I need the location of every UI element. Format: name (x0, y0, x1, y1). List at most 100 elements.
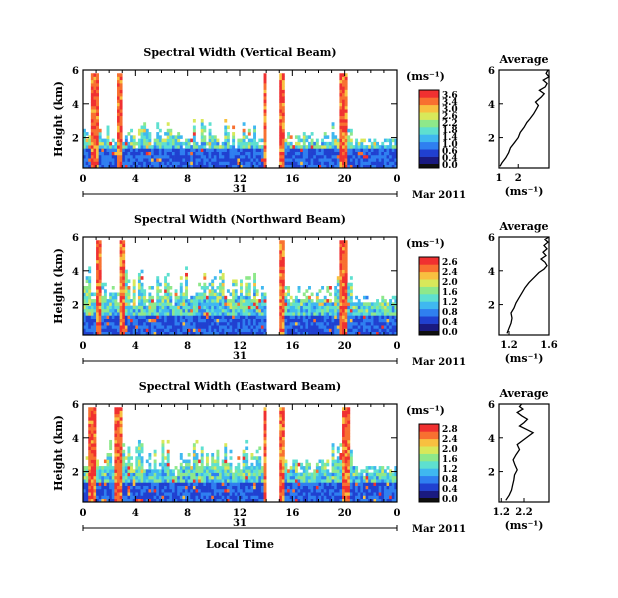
heatmap-cell (321, 475, 325, 480)
heatmap-cell (161, 459, 165, 464)
heatmap-cell (315, 472, 319, 477)
heatmap-cell (130, 312, 134, 316)
heatmap-cell (368, 151, 372, 156)
heatmap-cell (106, 498, 110, 503)
heatmap-cell (302, 135, 306, 139)
heatmap-cell (200, 453, 204, 457)
heatmap-cell (203, 315, 207, 319)
heatmap-cell (137, 475, 141, 480)
heatmap-cell (224, 145, 228, 149)
heatmap-cell (362, 145, 366, 149)
heatmap-cell (96, 299, 99, 303)
heatmap-cell (287, 151, 291, 156)
heatmap-cell (232, 132, 236, 136)
heatmap-cell (143, 145, 147, 149)
heatmap-cell (158, 482, 162, 486)
heatmap-cell (122, 321, 126, 326)
heatmap-cell (279, 135, 283, 139)
heatmap-cell (331, 469, 335, 473)
heatmap-cell (386, 472, 390, 477)
heatmap-cell (203, 164, 207, 169)
heatmap-cell (253, 315, 256, 319)
heatmap-cell (321, 305, 325, 310)
heatmap-cell (376, 485, 379, 490)
heatmap-cell (190, 321, 194, 326)
heatmap-cell (161, 495, 165, 500)
heatmap-cell (177, 475, 181, 480)
heatmap-cell (281, 141, 285, 146)
heatmap-cell (109, 145, 113, 149)
heatmap-cell (263, 315, 267, 319)
heatmap-cell (224, 462, 228, 467)
heatmap-cell (281, 433, 285, 437)
heatmap-cell (362, 164, 366, 169)
heatmap-cell (365, 482, 369, 486)
heatmap-cell (93, 135, 97, 139)
heatmap-cell (122, 145, 126, 149)
heatmap-cell (182, 325, 186, 329)
heatmap-cell (297, 286, 301, 290)
heatmap-cell (281, 102, 285, 107)
heatmap-cell (226, 145, 230, 149)
heatmap-cell (321, 495, 325, 500)
heatmap-cell (208, 148, 212, 152)
heatmap-cell (174, 289, 178, 293)
heatmap-cell (352, 492, 356, 496)
heatmap-cell (281, 466, 285, 470)
heatmap-cell (151, 321, 154, 326)
heatmap-cell (305, 498, 309, 503)
heatmap-cell (279, 495, 283, 500)
heatmap-cell (313, 151, 317, 156)
heatmap-cell (198, 469, 202, 473)
heatmap-cell (98, 492, 102, 496)
heatmap-cell (103, 466, 107, 470)
heatmap-cell (114, 469, 118, 473)
heatmap-cell (119, 436, 123, 441)
heatmap-cell (213, 469, 217, 473)
heatmap-cell (93, 109, 97, 113)
heatmap-cell (334, 141, 338, 146)
heatmap-cell (318, 318, 322, 323)
heatmap-cell (284, 482, 288, 486)
heatmap-cell (344, 443, 348, 447)
heatmap-cell (137, 479, 141, 483)
heatmap-cell (342, 430, 345, 434)
heatmap-cell (117, 439, 120, 444)
heatmap-cell (336, 312, 340, 316)
heatmap-cell (169, 315, 173, 319)
heatmap-cell (362, 482, 366, 486)
heatmap-cell (151, 328, 154, 333)
heatmap-cell (179, 302, 183, 306)
heatmap-cell (313, 318, 317, 323)
heatmap-cell (224, 138, 228, 143)
heatmap-cell (226, 158, 230, 162)
heatmap-cell (114, 482, 118, 486)
heatmap-cell (213, 308, 217, 313)
heatmap-cell (111, 331, 115, 336)
heatmap-cell (315, 312, 319, 316)
heatmap-cell (326, 485, 330, 490)
heatmap-cell (174, 488, 178, 493)
heatmap-cell (302, 469, 306, 473)
heatmap-cell (96, 141, 99, 146)
heatmap-cell (221, 141, 225, 146)
heatmap-cell (281, 282, 285, 287)
heatmap-cell (370, 154, 374, 159)
heatmap-cell (140, 158, 144, 162)
heatmap-cell (232, 125, 236, 130)
heatmap-cell (124, 462, 128, 467)
heatmap-cell (109, 492, 113, 496)
heatmap-cell (279, 112, 283, 117)
heatmap-cell (182, 495, 186, 500)
heatmap-cell (135, 488, 139, 493)
heatmap-cell (342, 73, 345, 77)
heatmap-cell (226, 321, 230, 326)
heatmap-cell (242, 466, 246, 470)
heatmap-cell (166, 308, 170, 313)
heatmap-cell (284, 286, 288, 290)
heatmap-cell (284, 158, 288, 162)
heatmap-cell (305, 472, 309, 477)
heatmap-cell (200, 164, 204, 169)
average-y-tick-label: 6 (488, 233, 495, 244)
heatmap-cell (237, 299, 241, 303)
